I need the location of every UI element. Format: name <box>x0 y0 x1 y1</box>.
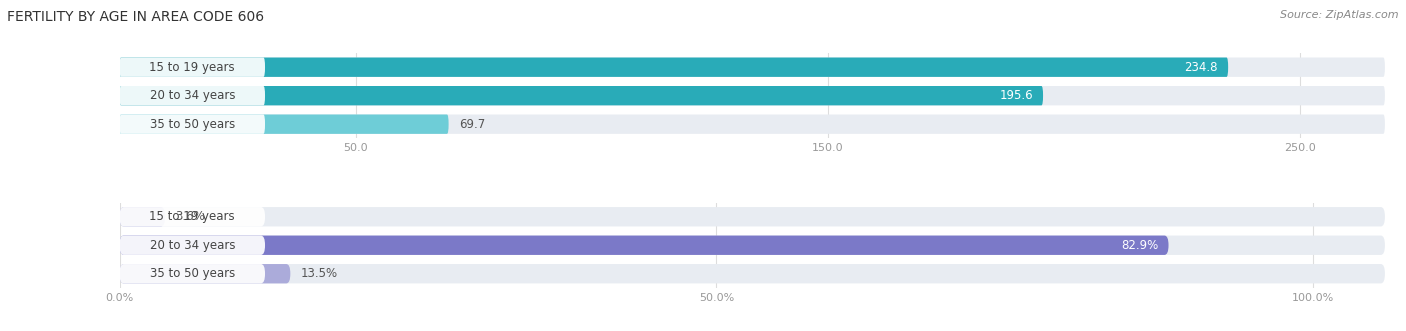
FancyBboxPatch shape <box>120 264 264 283</box>
Text: 35 to 50 years: 35 to 50 years <box>149 267 235 280</box>
Text: Source: ZipAtlas.com: Source: ZipAtlas.com <box>1281 10 1399 20</box>
FancyBboxPatch shape <box>120 264 291 283</box>
FancyBboxPatch shape <box>120 207 165 226</box>
Text: 3.6%: 3.6% <box>176 210 205 223</box>
Text: 20 to 34 years: 20 to 34 years <box>149 239 235 252</box>
FancyBboxPatch shape <box>120 86 264 105</box>
Text: 20 to 34 years: 20 to 34 years <box>149 89 235 102</box>
Text: 13.5%: 13.5% <box>301 267 337 280</box>
Text: 69.7: 69.7 <box>458 118 485 131</box>
FancyBboxPatch shape <box>120 86 1385 105</box>
FancyBboxPatch shape <box>120 115 264 134</box>
FancyBboxPatch shape <box>120 58 1229 77</box>
Text: FERTILITY BY AGE IN AREA CODE 606: FERTILITY BY AGE IN AREA CODE 606 <box>7 10 264 24</box>
FancyBboxPatch shape <box>120 115 1385 134</box>
Text: 82.9%: 82.9% <box>1121 239 1159 252</box>
Text: 15 to 19 years: 15 to 19 years <box>149 61 235 74</box>
FancyBboxPatch shape <box>120 236 1385 255</box>
FancyBboxPatch shape <box>120 207 264 226</box>
FancyBboxPatch shape <box>120 207 1385 226</box>
Text: 195.6: 195.6 <box>1000 89 1033 102</box>
FancyBboxPatch shape <box>120 115 449 134</box>
Text: 35 to 50 years: 35 to 50 years <box>149 118 235 131</box>
FancyBboxPatch shape <box>120 264 1385 283</box>
Text: 15 to 19 years: 15 to 19 years <box>149 210 235 223</box>
FancyBboxPatch shape <box>120 236 1168 255</box>
FancyBboxPatch shape <box>120 86 1043 105</box>
FancyBboxPatch shape <box>120 58 264 77</box>
FancyBboxPatch shape <box>120 58 1385 77</box>
FancyBboxPatch shape <box>120 236 264 255</box>
Text: 234.8: 234.8 <box>1184 61 1218 74</box>
